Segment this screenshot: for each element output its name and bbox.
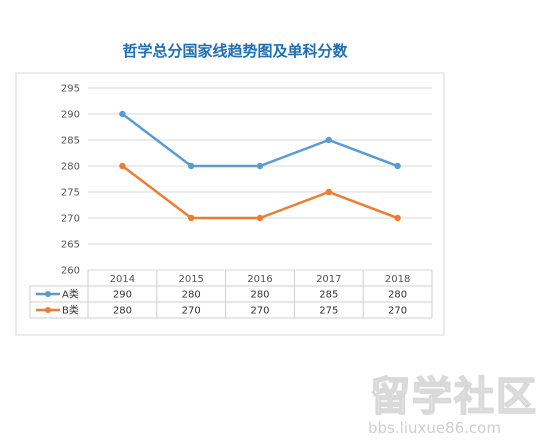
y-tick-label: 295 [61,84,80,95]
legend-label: A类 [62,288,79,301]
data-point [394,214,401,222]
y-tick-label: 285 [61,136,80,147]
x-tick-label: 2018 [385,274,410,285]
x-tick-label: 2016 [247,274,272,285]
table-cell: 275 [319,306,338,317]
table-cell: 280 [250,290,269,301]
data-point [188,214,195,222]
data-point [394,162,401,170]
legend-label: B类 [62,304,79,317]
y-axis: 260 265 270 275 280 285 290 295 [61,84,80,277]
legend-marker [45,307,51,313]
y-tick-label: 270 [61,214,80,225]
table-cell: 270 [182,306,201,317]
data-point [256,162,264,170]
y-tick-label: 290 [61,110,80,121]
x-tick-label: 2014 [110,274,135,285]
data-point [119,110,126,118]
series-layer [119,110,401,222]
table-cell: 270 [388,306,407,317]
y-tick-label: 260 [61,266,80,277]
data-point [256,214,264,222]
legend-marker [45,291,51,297]
chart-title: 哲学总分国家线趋势图及单科分数 [122,42,348,60]
table-cell: 280 [388,290,407,301]
y-tick-label: 280 [61,162,80,173]
data-point [325,136,332,144]
table-cell: 270 [250,306,269,317]
table-cell: 290 [113,290,132,301]
data-point [119,162,126,170]
x-tick-label: 2017 [316,274,341,285]
table-cell: 280 [113,306,132,317]
table-cell: 280 [182,290,201,301]
data-point [325,188,332,196]
data-point [188,162,195,170]
table-cell: 285 [319,290,338,301]
data-table: 2014 2015 2016 2017 2018 A类 290 280 280 285 280 B类 2… [29,270,433,319]
y-tick-label: 265 [61,240,80,251]
x-tick-label: 2015 [178,274,203,285]
y-tick-label: 275 [61,188,80,199]
chart-frame [15,72,445,336]
